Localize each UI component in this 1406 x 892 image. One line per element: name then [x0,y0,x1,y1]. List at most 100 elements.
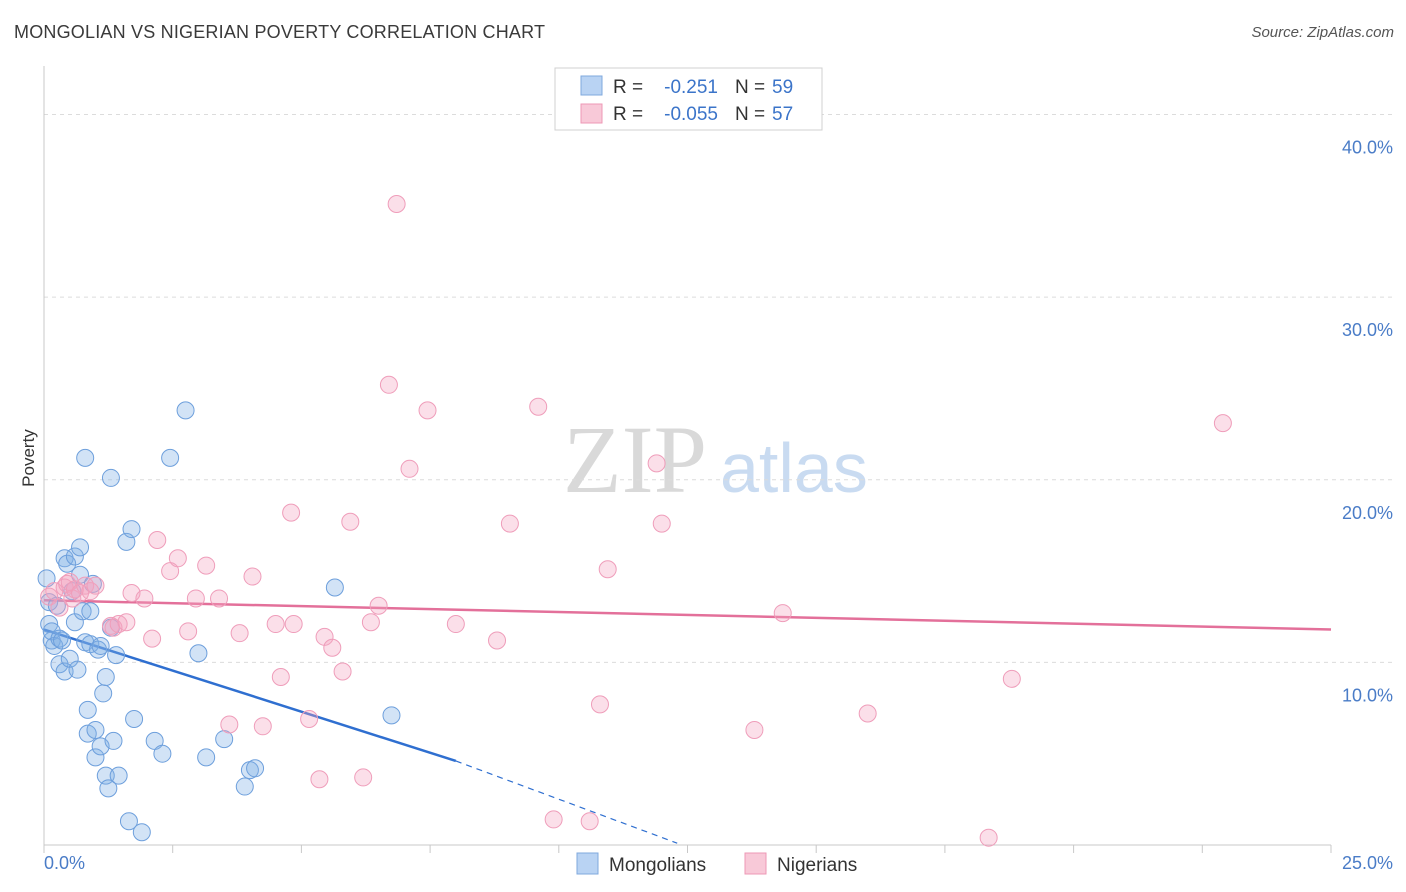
mongolian-point-12 [58,554,77,573]
nigerian-point-14 [109,615,128,634]
nigerian-point-7 [65,580,84,599]
stats-r-label-1: R = [613,77,643,98]
y-axis-label: Poverty [19,429,38,487]
nigerian-point-29 [253,717,272,736]
nigerian-point-56 [652,514,671,533]
nigerian-point-42 [369,596,388,615]
nigerian-point-44 [387,195,406,214]
mongolian-point-50 [176,401,195,420]
watermark-zip: ZIP [563,406,707,513]
nigerian-point-38 [333,662,352,681]
mongolian-point-49 [161,448,180,467]
legend-label-mongolians: Mongolians [609,855,706,876]
mongolian-point-29 [86,748,105,767]
source-label: Source: ZipAtlas.com [1251,24,1394,41]
stats-n-label-1: N = [735,77,765,98]
nigerian-point-19 [148,531,167,550]
nigerian-point-10 [81,582,100,601]
nigerian-point-62 [1213,414,1232,433]
mongolian-point-9 [53,631,72,650]
mongolian-point-28 [86,720,105,739]
watermark-atlas: atlas [720,429,868,507]
stats-n-value-1: 59 [772,77,793,98]
mongolian-point-25 [81,602,100,621]
legend-swatch-nigerians [744,852,767,875]
nigerian-point-30 [266,615,285,634]
mongolian-point-19 [71,565,90,584]
nigerian-point-48 [488,631,507,650]
nigerian-point-46 [418,401,437,420]
mongolian-point-21 [76,448,95,467]
nigerian-point-54 [598,560,617,579]
nigerian-trend-line [43,599,1332,631]
stats-legend: R = -0.251 N = 59 R = -0.055 N = 57 [554,67,823,131]
nigerian-point-25 [210,589,229,608]
nigerian-point-32 [282,503,301,522]
points [37,195,1232,847]
mongolian-point-41 [109,766,128,785]
mongolian-point-48 [153,744,172,763]
stats-n-value-2: 57 [772,104,793,125]
mongolian-point-15 [65,547,84,566]
nigerian-point-58 [773,604,792,623]
nigerian-point-59 [858,704,877,723]
trend-lines [43,599,1332,844]
nigerian-point-15 [117,613,136,632]
nigerian-point-24 [197,556,216,575]
nigerian-point-27 [230,624,249,643]
nigerian-point-26 [220,715,239,734]
mongolian-point-6 [47,596,66,615]
nigerian-point-53 [590,695,609,714]
stats-r-label-2: R = [613,104,643,125]
nigerian-point-52 [580,812,599,831]
nigerian-point-33 [284,615,303,634]
nigerian-point-12 [101,616,120,635]
nigerian-point-11 [86,576,105,595]
nigerian-point-60 [979,828,998,847]
y-tick-label-10: 10.0% [1342,685,1393,705]
nigerian-point-0 [40,587,59,606]
mongolian-point-37 [101,468,120,487]
grid [44,114,1392,663]
nigerian-point-9 [76,576,95,595]
mongolian-point-43 [119,812,138,831]
nigerian-point-51 [544,810,563,829]
mongolian-point-4 [42,622,61,641]
legend-swatch-mongolians [576,852,599,875]
nigerian-point-17 [135,589,154,608]
mongolian-point-7 [50,629,69,648]
nigerian-point-49 [500,514,519,533]
watermark: ZIP atlas [563,406,868,513]
x-tick-label-min: 0.0% [44,853,85,873]
mongolian-point-44 [122,520,141,539]
mongolian-point-18 [71,538,90,557]
mongolian-point-56 [246,759,265,778]
stats-swatch-mongolians [580,75,603,96]
y-tick-label-20: 20.0% [1342,503,1393,523]
nigerian-point-21 [168,549,187,568]
nigerian-point-22 [179,622,198,641]
nigerian-point-45 [400,459,419,478]
nigerian-point-47 [446,615,465,634]
mongolian-point-45 [125,709,144,728]
mongolian-point-39 [104,731,123,750]
nigerian-point-2 [50,598,69,617]
mongolian-trend-line [43,628,457,763]
mongolian-point-23 [78,700,97,719]
axes: 10.0% 20.0% 30.0% 40.0% 0.0% 25.0% [43,66,1393,873]
x-tick-label-max: 25.0% [1342,853,1393,873]
mongolian-point-53 [215,730,234,749]
nigerian-point-50 [529,397,548,416]
stats-r-value-2: -0.055 [664,104,718,125]
nigerian-point-23 [186,589,205,608]
mongolian-point-54 [235,777,254,796]
mongolian-point-33 [94,684,113,703]
mongolian-point-58 [382,706,401,725]
mongolian-point-36 [99,779,118,798]
nigerian-point-43 [379,375,398,394]
stats-n-label-2: N = [735,104,765,125]
nigerian-point-41 [361,613,380,632]
nigerian-point-40 [354,768,373,787]
nigerian-point-31 [271,667,290,686]
